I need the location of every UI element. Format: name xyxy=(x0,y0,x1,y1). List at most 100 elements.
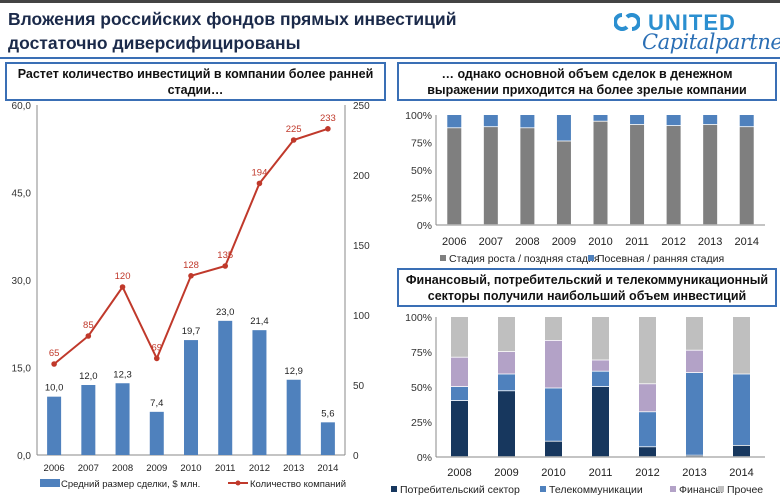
c1-bar-label: 12,0 xyxy=(79,371,98,382)
c1-bar xyxy=(115,383,130,455)
c1-bar-label: 12,3 xyxy=(113,369,132,380)
c3-bar-segment xyxy=(639,384,656,412)
c3-bar-segment xyxy=(733,317,750,374)
c2-ytick: 50% xyxy=(411,165,432,177)
c3-bar-segment xyxy=(545,441,562,457)
c1-bar xyxy=(47,396,62,455)
c3-bar-segment xyxy=(545,388,562,441)
c1-ytick-left: 45,0 xyxy=(12,189,32,200)
c3-bar-segment xyxy=(639,447,656,457)
c1-line-point xyxy=(51,361,57,367)
c1-legend-line: Количество компаний xyxy=(250,479,346,490)
c2-ytick: 100% xyxy=(405,110,432,122)
c3-bar-segment xyxy=(733,374,750,445)
c2-xtick: 2008 xyxy=(515,236,539,248)
c1-bar-label: 5,6 xyxy=(321,408,334,419)
c1-line-label: 85 xyxy=(83,320,94,331)
c3-xtick: 2009 xyxy=(494,467,518,479)
c1-ytick-left: 60,0 xyxy=(12,101,32,112)
c2-bar-segment xyxy=(630,115,645,125)
c2-xtick: 2011 xyxy=(625,236,649,248)
c2-bar-segment xyxy=(556,115,571,141)
c3-bar-segment xyxy=(592,360,609,371)
c3-ytick: 50% xyxy=(411,382,432,394)
logo-text-capitalpartners: Capitalpartners xyxy=(642,30,780,54)
header-separator xyxy=(0,57,780,59)
c1-bar-label: 23,0 xyxy=(216,307,235,318)
c2-bar-segment xyxy=(483,127,498,225)
c1-line-label: 69 xyxy=(151,342,162,353)
c1-ytick-left: 0,0 xyxy=(17,451,31,462)
c1-line-point xyxy=(222,263,229,269)
c2-bar-segment xyxy=(666,126,681,225)
c3-legend-label: Телекоммуникации xyxy=(549,484,643,495)
c1-legend-bar: Средний размер сделки, $ млн. xyxy=(61,479,200,490)
c3-legend-label: Финансы xyxy=(679,484,723,495)
c1-line-point xyxy=(188,273,194,279)
top-border xyxy=(0,0,780,3)
c1-ytick-left: 15,0 xyxy=(12,364,32,375)
c2-xtick: 2014 xyxy=(734,236,758,248)
title-line-2: достаточно диверсифицированы xyxy=(8,33,301,53)
c1-ytick-right: 0 xyxy=(353,451,359,462)
c2-bar-segment xyxy=(739,127,754,225)
c3-xtick: 2008 xyxy=(447,467,471,479)
c3-bar-segment xyxy=(545,340,562,388)
c1-xtick: 2006 xyxy=(44,463,65,474)
c1-xtick: 2008 xyxy=(112,463,133,474)
c2-legend-swatch xyxy=(440,255,446,261)
c1-line-point xyxy=(119,284,126,290)
c1-xtick: 2014 xyxy=(317,463,338,474)
c2-xtick: 2007 xyxy=(479,236,503,248)
c1-legend-line-marker xyxy=(235,480,241,486)
c3-legend-swatch xyxy=(391,486,397,492)
c1-bar-label: 12,9 xyxy=(284,366,303,377)
c2-legend-swatch xyxy=(588,255,594,261)
c1-line-point xyxy=(153,355,160,362)
c1-bar xyxy=(320,422,335,455)
c3-bar-segment xyxy=(592,317,609,360)
c2-ytick: 75% xyxy=(411,138,432,150)
c2-bar-segment xyxy=(483,115,498,127)
c1-line-point xyxy=(290,137,297,143)
c2-bar-segment xyxy=(703,115,718,125)
c3-bar-segment xyxy=(498,317,515,352)
c3-bar-segment xyxy=(592,387,609,457)
chart3-title: Финансовый, потребительский и телекоммун… xyxy=(397,268,777,307)
c1-bar xyxy=(149,411,164,455)
logo-text-united: UNITED xyxy=(648,10,736,35)
c1-bar-label: 7,4 xyxy=(150,398,163,409)
c3-xtick: 2010 xyxy=(541,467,565,479)
chart1-title: Растет количество инвестиций в компании … xyxy=(5,62,386,101)
company-logo: UNITED Capitalpartners xyxy=(612,8,780,56)
c2-bar-segment xyxy=(556,141,571,225)
c1-line-label: 194 xyxy=(252,167,268,178)
c1-line-point xyxy=(325,126,331,132)
c2-bar-segment xyxy=(447,115,462,128)
c2-xtick: 2012 xyxy=(661,236,685,248)
c1-line-label: 65 xyxy=(49,348,60,359)
c2-legend-label: Стадия роста / поздняя стадия xyxy=(449,253,600,265)
c1-line-point xyxy=(85,333,92,339)
c1-xtick: 2007 xyxy=(78,463,99,474)
c1-bar xyxy=(252,330,267,455)
c1-line-label: 128 xyxy=(183,260,199,271)
c3-legend-swatch xyxy=(670,486,676,492)
slide-title: Вложения российских фондов прямых инвест… xyxy=(8,7,456,55)
c1-bar xyxy=(184,340,198,455)
c1-ytick-right: 50 xyxy=(353,381,365,392)
c3-legend-label: Потребительский сектор xyxy=(400,484,520,495)
c1-line-series xyxy=(53,127,329,365)
c1-legend-bar-swatch xyxy=(40,479,60,487)
c1-line-label: 135 xyxy=(217,250,233,261)
c2-xtick: 2013 xyxy=(698,236,722,248)
c3-bar-segment xyxy=(498,391,515,457)
c3-xtick: 2012 xyxy=(635,467,659,479)
title-line-1: Вложения российских фондов прямых инвест… xyxy=(8,9,457,29)
c3-bar-segment xyxy=(592,371,609,387)
c1-ytick-left: 30,0 xyxy=(12,276,32,287)
c1-ytick-right: 100 xyxy=(353,311,370,322)
c2-legend-label: Посевная / ранняя стадия xyxy=(597,253,724,265)
c3-legend-swatch xyxy=(718,486,724,492)
